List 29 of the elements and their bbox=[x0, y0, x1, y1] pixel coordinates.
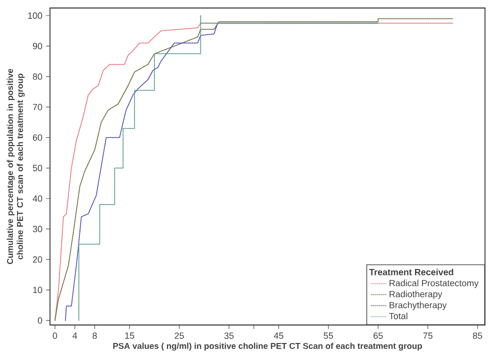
x-tick-label: 75 bbox=[423, 332, 432, 339]
y-tick-label: 80 bbox=[32, 73, 42, 80]
x-tick-label: 15 bbox=[125, 332, 134, 339]
x-tick-label: 55 bbox=[324, 332, 334, 339]
legend-label: Radical Prostatectomy bbox=[390, 280, 479, 288]
x-tick-label: 8 bbox=[92, 332, 97, 339]
x-tick-label: 85 bbox=[472, 332, 482, 339]
x-tick-label: 4 bbox=[72, 332, 78, 339]
y-tick-label: 40 bbox=[32, 195, 42, 202]
x-tick-label: 65 bbox=[374, 332, 383, 339]
legend-label: Radiotherapy bbox=[390, 290, 442, 300]
y-tick-label: 10 bbox=[33, 286, 42, 294]
x-tick-label: 45 bbox=[274, 332, 284, 339]
y-tick-label: 20 bbox=[32, 256, 42, 263]
y-tick-label: 90 bbox=[32, 42, 42, 50]
x-tick-label: 35 bbox=[224, 332, 234, 339]
y-tick-label: 100 bbox=[28, 12, 42, 19]
y-tick-label: 30 bbox=[32, 226, 42, 232]
x-tick-label: 0 bbox=[52, 332, 58, 339]
legend-label: Total bbox=[389, 312, 408, 320]
y-tick-label: 70 bbox=[32, 104, 42, 110]
x-axis-title: PSA values ( ng/ml) in positive choline PET CT Scan of each treatment group bbox=[113, 342, 422, 351]
x-tick-label: 25 bbox=[174, 332, 184, 339]
y-tick-label: 0 bbox=[38, 317, 42, 324]
y-tick-label: 50 bbox=[32, 164, 42, 172]
legend-title: Treatment Received bbox=[369, 268, 454, 276]
y-tick-label: 60 bbox=[32, 134, 42, 141]
y-axis-title: Cumulative percentage of population in positive choline PET CT scan of each treatment group bbox=[6, 68, 25, 264]
legend-label: Brachytherapy bbox=[390, 302, 447, 310]
